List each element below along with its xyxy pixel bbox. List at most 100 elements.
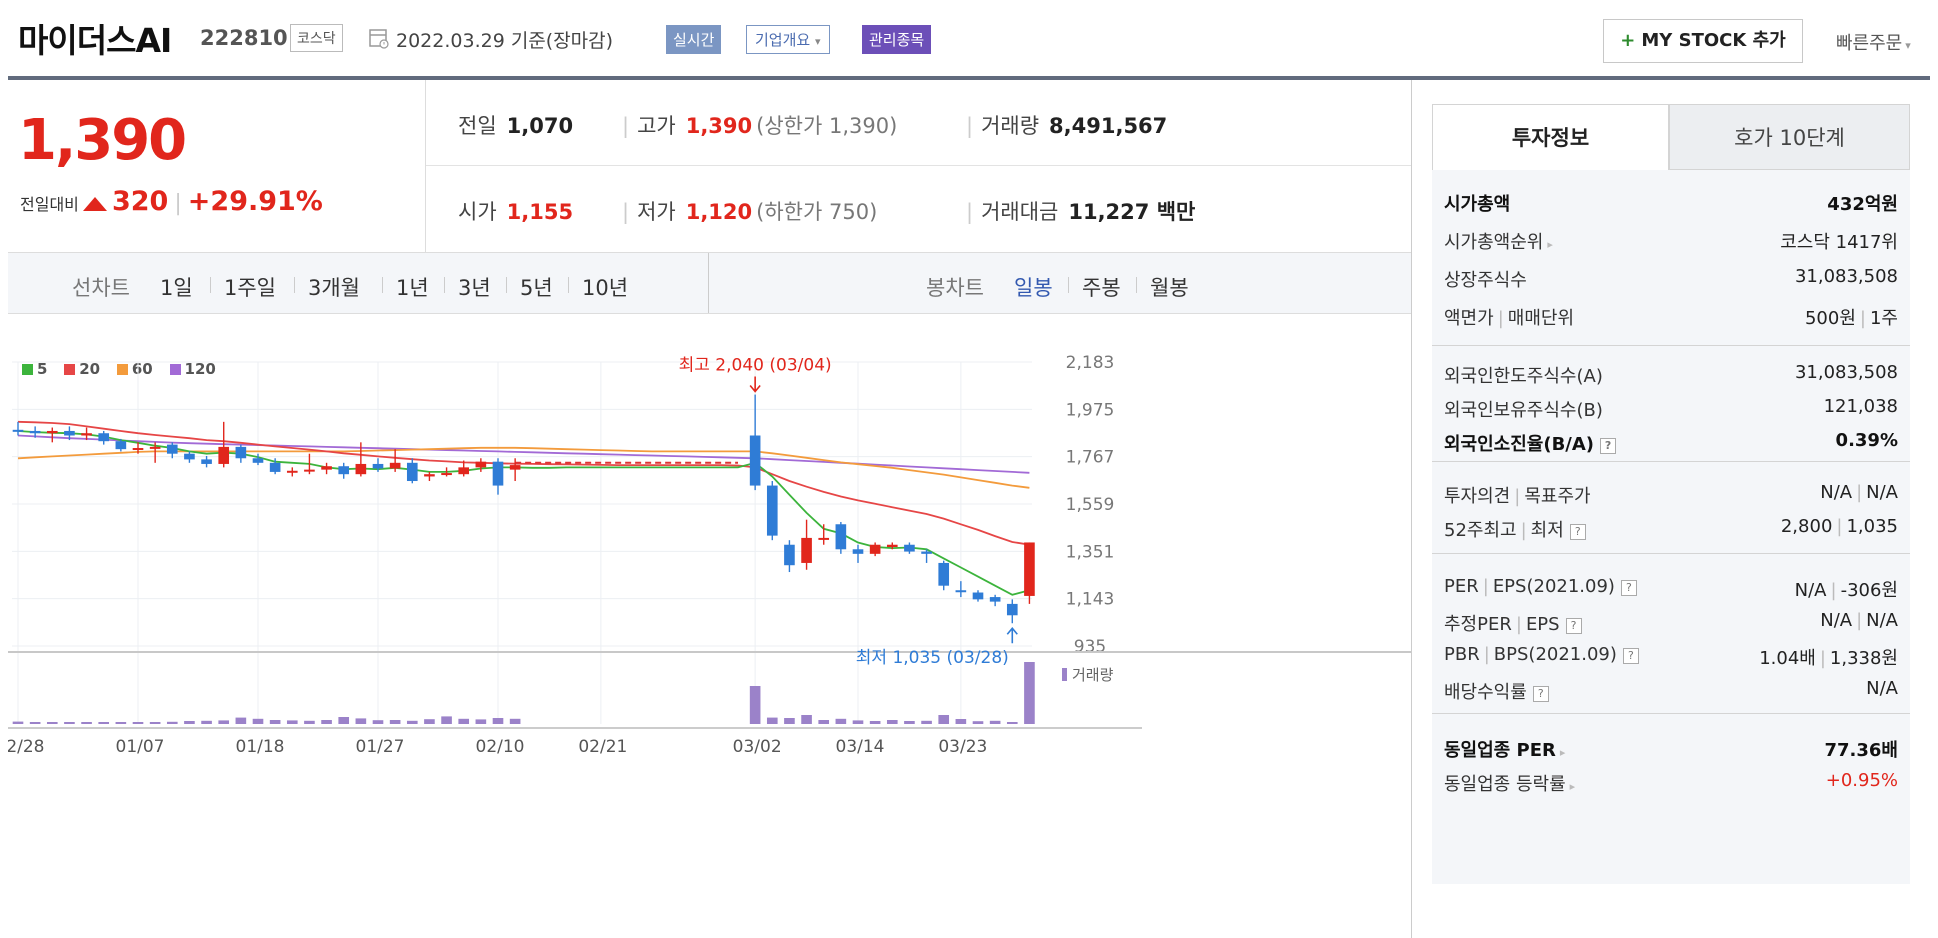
volume-bar [286, 720, 298, 724]
x-tick-label: 03/23 [938, 737, 987, 757]
tab-orderbook[interactable]: 호가 10단계 [1669, 104, 1910, 170]
tab-monthly[interactable]: 월봉 [1150, 276, 1189, 300]
managed-stock-badge: 관리종목 [862, 25, 932, 54]
tab-divider [506, 277, 507, 293]
info-value-text: N/A [1820, 610, 1853, 631]
stat-value: 1,390 [685, 114, 753, 138]
info-value: 31,083,508 [1794, 266, 1898, 287]
info-value: 0.39% [1835, 430, 1898, 451]
info-label: 배당수익률? [1444, 678, 1549, 704]
info-label-text: 액면가 [1444, 308, 1494, 329]
info-sector-rate[interactable]: 동일업종 등락률 ▸ +0.95% [1444, 770, 1898, 800]
candle-body [218, 446, 230, 464]
tab-3m[interactable]: 3개월 [308, 276, 361, 300]
tab-10y[interactable]: 10년 [582, 276, 629, 300]
info-value-text: 500원 [1804, 308, 1856, 329]
help-icon[interactable]: ? [1600, 438, 1617, 454]
tab-1d[interactable]: 1일 [160, 276, 193, 300]
info-value: N/A | N/A [1820, 610, 1898, 631]
tab-5y[interactable]: 5년 [520, 276, 553, 300]
volume-bar [184, 721, 195, 724]
info-sector-per[interactable]: 동일업종 PER ▸ 77.36배 [1444, 736, 1898, 766]
legend-swatch [169, 364, 181, 375]
stat-label: 전일 [458, 114, 497, 138]
legend-label: 20 [79, 360, 101, 378]
tab-weekly[interactable]: 주봉 [1082, 276, 1121, 300]
volume-bar [458, 718, 470, 724]
tab-invest-info[interactable]: 투자정보 [1432, 104, 1669, 170]
add-my-stock-button[interactable]: + MY STOCK 추가 [1603, 19, 1803, 63]
tab-1w[interactable]: 1주일 [224, 276, 277, 300]
separator: | [1497, 308, 1504, 329]
info-cap-rank[interactable]: 시가총액순위 ▸ 코스닥 1417위 [1444, 228, 1898, 258]
info-tabs: 투자정보 호가 10단계 [1432, 104, 1910, 170]
separator: | [1856, 610, 1863, 631]
info-group-sector: 동일업종 PER ▸ 77.36배 동일업종 등락률 ▸ +0.95% [1432, 714, 1910, 798]
info-label-text: EPS(2021.09) [1492, 576, 1615, 597]
stat-value: 8,491,567 [1049, 114, 1168, 138]
info-label-text: 투자의견 [1444, 486, 1511, 507]
separator: | [1856, 482, 1863, 503]
legend-ma5: 5 [22, 360, 47, 378]
separator: | [966, 114, 974, 138]
stats-row: 전일 1,070 | 고가 1,390 (상한가 1,390) | 거래량 8,491,56… [426, 80, 1412, 166]
help-icon[interactable]: ? [1565, 618, 1582, 634]
help-icon[interactable]: ? [1622, 648, 1639, 664]
chart-canvas[interactable]: 2,183 1,975 1,767 1,559 1,351 1,143 935 12/28 01… [8, 350, 1412, 938]
y-tick-label: 1,143 [1066, 590, 1115, 610]
y-tick-label: 2,183 [1066, 353, 1115, 373]
separator: | [1830, 580, 1837, 601]
separator: | [1859, 308, 1866, 329]
x-tick-label: 01/27 [356, 737, 405, 757]
candle-body [766, 485, 778, 536]
volume-bar [475, 719, 487, 724]
help-icon[interactable]: ? [1569, 524, 1586, 540]
tab-daily[interactable]: 일봉 [1014, 276, 1053, 300]
volume-bar [132, 722, 144, 724]
volume-bar [304, 720, 315, 724]
info-est-per: 추정PER | EPS? N/A | N/A [1444, 610, 1898, 640]
volume-bar [441, 716, 452, 724]
up-arrow-icon [1006, 626, 1018, 644]
volume-bar [201, 720, 212, 724]
info-label-text: 52주최고 [1444, 520, 1517, 541]
candle-body [355, 463, 367, 475]
candle-body [81, 433, 92, 436]
tab-divider [1136, 277, 1137, 293]
volume-bar [252, 718, 264, 724]
y-tick-label: 1,351 [1066, 542, 1115, 562]
candle-body [338, 466, 350, 475]
quick-order-dropdown[interactable]: 빠른주문 ▾ [1836, 29, 1911, 55]
info-label-text: EPS [1525, 614, 1560, 635]
info-label: 시가총액순위 ▸ [1444, 228, 1553, 254]
legend-label: 5 [37, 360, 48, 378]
volume-bar [355, 718, 367, 724]
change-label: 전일대비 [20, 195, 79, 214]
company-overview-dropdown[interactable]: 기업개요 ▾ [746, 25, 830, 54]
help-icon[interactable]: ? [1620, 580, 1637, 596]
x-tick-label: 01/18 [236, 737, 285, 757]
stat-amount: | 거래대금 11,227 백만 [966, 196, 1195, 226]
info-label: 52주최고 | 최저? [1444, 516, 1586, 542]
help-icon[interactable]: ? [1532, 686, 1549, 702]
stat-label: 거래량 [981, 114, 1040, 138]
candle-body [64, 430, 75, 436]
info-label-text: PBR [1444, 644, 1480, 665]
info-par-unit: 액면가 | 매매단위 500원 | 1주 [1444, 304, 1898, 334]
volume-bar [389, 720, 401, 724]
price-stats: 전일 1,070 | 고가 1,390 (상한가 1,390) | 거래량 8,491,56… [426, 80, 1412, 252]
x-tick-label: 02/10 [476, 737, 525, 757]
candle-body [46, 430, 58, 434]
legend-label: 60 [131, 360, 153, 378]
change-amount: 320 [111, 186, 169, 217]
stat-value: 11,227 백만 [1068, 200, 1196, 224]
tab-1y[interactable]: 1년 [396, 276, 429, 300]
price-chart[interactable]: 5 20 60 120 2,183 1,975 1,767 1,559 1,351 1,1… [8, 350, 1412, 938]
volume-bar [269, 720, 281, 724]
separator: | [1819, 648, 1826, 669]
tab-3y[interactable]: 3년 [458, 276, 491, 300]
info-value: N/A [1866, 678, 1898, 699]
header-divider [8, 76, 1930, 80]
y-tick-label: 935 [1074, 637, 1106, 657]
realtime-button[interactable]: 실시간 [666, 25, 722, 54]
